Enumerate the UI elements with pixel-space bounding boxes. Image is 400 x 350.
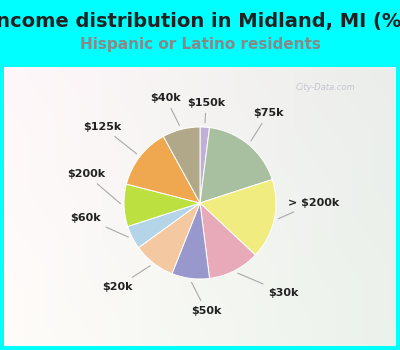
Text: $75k: $75k bbox=[251, 108, 284, 141]
Wedge shape bbox=[163, 127, 200, 203]
Text: $125k: $125k bbox=[84, 122, 136, 154]
Text: $20k: $20k bbox=[103, 266, 150, 292]
Text: > $200k: > $200k bbox=[278, 198, 340, 219]
Text: $40k: $40k bbox=[150, 93, 181, 125]
Wedge shape bbox=[200, 180, 276, 255]
Text: $50k: $50k bbox=[191, 282, 221, 316]
Wedge shape bbox=[172, 203, 210, 279]
Text: City-Data.com: City-Data.com bbox=[296, 83, 355, 92]
Wedge shape bbox=[200, 128, 272, 203]
Wedge shape bbox=[126, 136, 200, 203]
Text: $200k: $200k bbox=[67, 169, 120, 204]
Wedge shape bbox=[138, 203, 200, 274]
Wedge shape bbox=[128, 203, 200, 248]
Wedge shape bbox=[200, 127, 210, 203]
Wedge shape bbox=[124, 184, 200, 226]
Wedge shape bbox=[200, 203, 256, 278]
Text: $150k: $150k bbox=[187, 98, 225, 123]
Text: Hispanic or Latino residents: Hispanic or Latino residents bbox=[80, 37, 320, 52]
Text: $60k: $60k bbox=[71, 213, 128, 237]
Text: $30k: $30k bbox=[238, 273, 299, 298]
Text: Income distribution in Midland, MI (%): Income distribution in Midland, MI (%) bbox=[0, 12, 400, 31]
